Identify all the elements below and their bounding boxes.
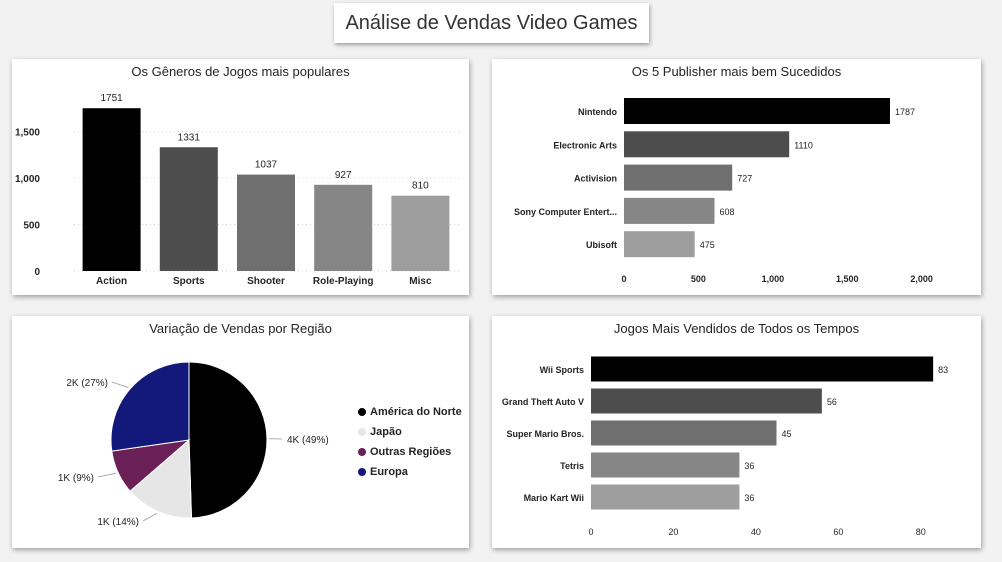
x-tick-label: 500 [691,274,706,284]
data-label: 810 [412,181,429,192]
bar-role-playing[interactable] [314,184,373,271]
y-tick-label: Activision [574,174,617,184]
x-tick-label: 1,000 [762,274,785,284]
legend-marker [358,448,366,456]
publishers-chart-title: Os 5 Publisher mais bem Sucedidos [631,64,842,79]
data-label: 1787 [895,107,915,117]
data-label: 1331 [178,132,201,143]
y-tick-label: Mario Kart Wii [524,493,584,503]
y-tick-label: Wii Sports [540,365,584,375]
data-label: 1751 [100,93,123,104]
regions-pie-chart: 4K (49%) 1K (14%) 1K (9%) 2K (27%) [58,361,329,528]
bar-electronic-arts[interactable] [624,131,790,158]
bar-sony-computer-entert[interactable] [624,197,715,224]
bar-sports[interactable] [159,147,218,271]
pie-slice-am-rica-do-norte[interactable] [188,361,268,519]
x-tick-label: 20 [668,527,678,537]
x-tick-label: 40 [751,527,761,537]
x-tick-label: 1,500 [836,274,859,284]
data-label: 1K (14%) [97,517,139,528]
data-label: 927 [335,170,352,181]
bar-super-mario-bros[interactable] [591,420,777,446]
x-tick-label: Shooter [247,276,285,287]
y-tick-label: Ubisoft [586,240,617,250]
pie-slice-europa[interactable] [110,361,190,452]
bar-mario-kart-wii[interactable] [591,484,740,510]
legend-marker [358,428,366,436]
x-tick-label: 60 [833,527,843,537]
bar-wii-sports[interactable] [591,356,934,382]
genres-chart-card[interactable]: Os Gêneros de Jogos mais populares 0 500 1… [12,59,469,295]
y-tick-label: Nintendo [578,107,617,117]
x-tick-label: 0 [621,274,626,284]
x-tick-label: Misc [409,276,432,287]
data-label: 475 [700,240,715,250]
bar-tetris[interactable] [591,452,740,478]
y-tick-label: Grand Theft Auto V [502,397,584,407]
bar-ubisoft[interactable] [624,231,695,258]
bar-grand-theft-auto-v[interactable] [591,388,822,414]
data-label: 608 [719,207,734,217]
genres-chart-title: Os Gêneros de Jogos mais populares [131,64,350,79]
legend-item-america-do-norte[interactable]: América do Norte [358,402,462,422]
data-label: 36 [744,493,754,503]
data-label: 1037 [255,160,278,171]
legend-label: Europa [370,466,408,478]
y-tick-label: Electronic Arts [553,140,617,150]
genres-chart: 0 500 1,000 1,500 1751 Action 1331 Sports 1037 Sh… [15,93,460,287]
leader-line [142,512,158,522]
x-tick-label: Sports [173,276,205,287]
x-tick-label: Action [96,276,127,287]
data-label: 4K (49%) [287,435,329,446]
data-label: 36 [744,461,754,471]
dashboard-title: Análise de Vendas Video Games [345,11,638,34]
dashboard-title-card: Análise de Vendas Video Games [334,3,649,43]
legend-label: Outras Regiões [370,446,452,458]
bar-action[interactable] [82,108,141,272]
legend-marker [358,468,366,476]
regions-chart-title: Variação de Vendas por Região [149,321,332,336]
data-label: 45 [782,429,792,439]
y-tick-label: 1,000 [15,174,40,185]
games-chart-card[interactable]: Jogos Mais Vendidos de Todos os Tempos W… [492,316,981,548]
bar-activision[interactable] [624,164,733,191]
x-tick-label: 2,000 [910,274,933,284]
legend-label: Japão [370,426,402,438]
publishers-chart: Nintendo 1787 Electronic Arts 1110 Activisio… [514,98,933,284]
bar-nintendo[interactable] [624,98,890,124]
y-tick-label: Sony Computer Entert... [514,207,617,217]
x-tick-label: 80 [916,527,926,537]
publishers-chart-card[interactable]: Os 5 Publisher mais bem Sucedidos Ninten… [492,59,981,295]
data-label: 1K (9%) [58,473,94,484]
bar-misc[interactable] [391,195,450,271]
data-label: 83 [938,365,948,375]
x-tick-label: 0 [588,527,593,537]
data-label: 1110 [794,140,813,150]
bar-shooter[interactable] [237,174,295,271]
games-chart: Wii Sports 83 Grand Theft Auto V 56 Super Ma… [502,356,948,537]
legend-item-outras-regioes[interactable]: Outras Regiões [358,442,462,462]
leader-line [111,381,129,388]
legend-label: América do Norte [370,406,462,418]
data-label: 2K (27%) [66,378,108,389]
y-tick-label: Super Mario Bros. [506,429,584,439]
data-label: 727 [737,174,752,184]
regions-chart-card[interactable]: Variação de Vendas por Região 4K (49%) 1K… [12,316,469,548]
x-tick-label: Role-Playing [313,276,374,287]
legend-item-europa[interactable]: Europa [358,462,462,482]
data-label: 56 [827,397,837,407]
y-tick-label: 500 [23,221,40,232]
y-tick-label: Tetris [560,461,584,471]
regions-legend: América do Norte Japão Outras Regiões Eu… [358,402,462,482]
y-tick-label: 0 [34,267,40,278]
legend-marker [358,408,366,416]
pie-slice-jap-o[interactable] [129,438,192,519]
leader-line [97,472,117,478]
games-chart-title: Jogos Mais Vendidos de Todos os Tempos [613,321,860,336]
y-tick-label: 1,500 [15,128,40,139]
legend-item-japao[interactable]: Japão [358,422,462,442]
